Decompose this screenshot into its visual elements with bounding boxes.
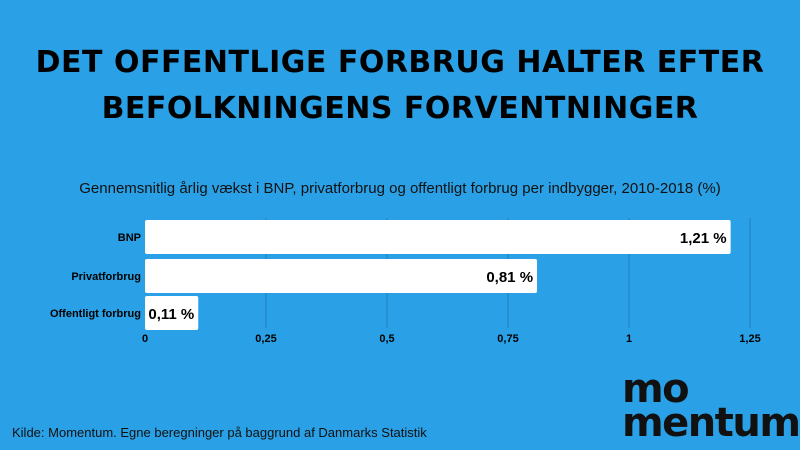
logo-line-2: mentum — [622, 400, 800, 446]
source-note: Kilde: Momentum. Egne beregninger på bag… — [12, 425, 427, 440]
bar — [145, 220, 731, 254]
logo-line-1: mo — [622, 366, 690, 412]
chart-title: DET OFFENTLIGE FORBRUG HALTER EFTER BEFO… — [0, 40, 800, 132]
category-label: Offentligt forbrug — [50, 308, 141, 320]
momentum-logo: mo mentum — [622, 366, 800, 446]
category-label: Privatforbrug — [71, 271, 141, 283]
x-tick-label: 0,5 — [379, 333, 394, 345]
bar — [145, 296, 199, 330]
x-tick-label: 0 — [142, 333, 148, 345]
data-label: 1,21 % — [680, 230, 727, 247]
title-line-2: BEFOLKNINGENS FORVENTNINGER — [101, 91, 699, 126]
data-label: 0,81 % — [486, 269, 533, 286]
x-tick-label: 1,25 — [739, 333, 760, 345]
category-label: BNP — [118, 232, 141, 244]
x-tick-label: 0,25 — [255, 333, 276, 345]
data-label: 0,11 % — [148, 306, 194, 323]
x-tick-label: 1 — [626, 333, 632, 345]
x-tick-label: 0,75 — [497, 333, 518, 345]
bar — [145, 259, 538, 293]
title-line-1: DET OFFENTLIGE FORBRUG HALTER EFTER — [35, 45, 765, 80]
chart-subtitle: Gennemsnitlig årlig vækst i BNP, privatf… — [79, 180, 721, 197]
